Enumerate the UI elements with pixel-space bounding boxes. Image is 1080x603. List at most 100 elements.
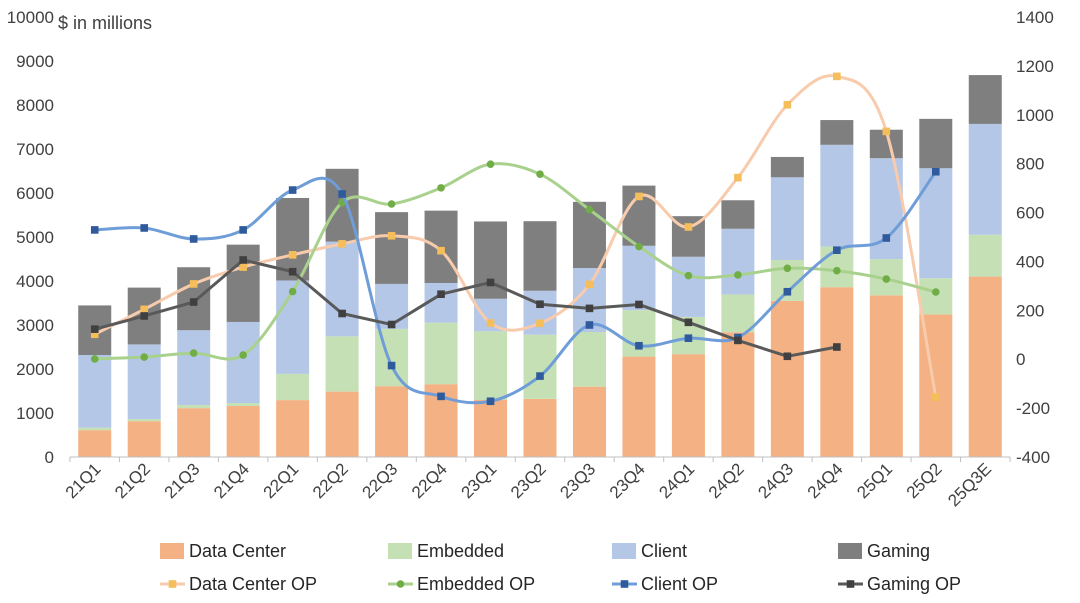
bar-client-22q1 xyxy=(276,280,310,374)
unit-label: $ in millions xyxy=(58,13,152,33)
marker-data-center-op-23q4 xyxy=(635,192,643,201)
bar-embedded-22q2 xyxy=(325,336,359,392)
bar-data-center-24q2 xyxy=(721,332,755,457)
bar-data-center-23q1 xyxy=(474,400,508,457)
legend-marker-embedded-op xyxy=(396,580,405,588)
marker-gaming-op-22q1 xyxy=(288,267,297,276)
y-left-tick-label: 6000 xyxy=(16,184,54,203)
bar-client-25q3e xyxy=(968,123,1002,235)
bar-client-21q1 xyxy=(78,355,112,428)
marker-embedded-op-23q4 xyxy=(635,242,643,251)
legend-label-gaming: Gaming xyxy=(867,541,930,561)
bar-client-24q3 xyxy=(770,177,804,261)
marker-client-op-22q4 xyxy=(437,392,445,401)
y-left-tick-label: 8000 xyxy=(16,96,54,115)
bar-gaming-24q2 xyxy=(721,200,755,229)
marker-client-op-25q2 xyxy=(931,167,940,176)
legend-label-data-center-op: Data Center OP xyxy=(189,574,317,594)
marker-data-center-op-24q2 xyxy=(734,173,742,182)
marker-data-center-op-22q4 xyxy=(437,246,445,255)
bar-client-22q2 xyxy=(325,241,359,337)
marker-embedded-op-21q2 xyxy=(140,353,149,361)
marker-embedded-op-24q2 xyxy=(734,271,742,279)
marker-embedded-op-23q2 xyxy=(536,170,544,178)
x-tick-label-21q4: 21Q4 xyxy=(210,459,253,502)
bar-data-center-21q3 xyxy=(177,408,211,457)
bar-embedded-25q3e xyxy=(968,234,1002,277)
marker-gaming-op-24q2 xyxy=(734,336,742,345)
x-tick-label-22q3: 22Q3 xyxy=(359,459,402,502)
x-tick-label-24q3: 24Q3 xyxy=(754,459,797,502)
bar-client-22q4 xyxy=(424,282,458,323)
y-left-tick-label: 2000 xyxy=(16,360,54,379)
line-gaming-op xyxy=(94,258,838,358)
marker-client-op-23q2 xyxy=(536,372,544,380)
bar-embedded-25q2 xyxy=(919,278,953,315)
legend-label-embedded-op: Embedded OP xyxy=(417,574,535,594)
bar-embedded-22q4 xyxy=(424,322,458,385)
marker-data-center-op-22q1 xyxy=(288,251,297,259)
bar-data-center-22q1 xyxy=(276,400,310,457)
marker-client-op-21q4 xyxy=(239,226,247,234)
legend-label-client: Client xyxy=(641,541,687,561)
y-left-tick-label: 3000 xyxy=(16,316,54,335)
y-left-tick-label: 0 xyxy=(45,448,54,467)
x-tick-label-21q2: 21Q2 xyxy=(111,459,154,502)
bar-embedded-21q1 xyxy=(78,427,112,431)
marker-client-op-24q1 xyxy=(684,334,693,342)
marker-gaming-op-24q3 xyxy=(783,352,792,361)
y-right-tick-label: 1400 xyxy=(1016,8,1054,27)
bar-data-center-25q3e xyxy=(968,276,1002,457)
x-tick-label-23q4: 23Q4 xyxy=(606,459,649,502)
y-left-tick-label: 1000 xyxy=(16,404,54,423)
x-tick-label-22q2: 22Q2 xyxy=(309,459,352,502)
marker-gaming-op-21q2 xyxy=(140,312,149,320)
legend-swatch-client xyxy=(612,543,636,559)
legend-item-data-center: Data Center xyxy=(160,541,286,561)
bar-client-25q2 xyxy=(919,168,953,279)
marker-data-center-op-24q3 xyxy=(783,100,792,109)
marker-data-center-op-21q1 xyxy=(90,330,99,339)
legend-label-embedded: Embedded xyxy=(417,541,504,561)
y-right-tick-label: 200 xyxy=(1016,301,1044,320)
bar-gaming-24q3 xyxy=(770,156,804,178)
legend-item-gaming-op: Gaming OP xyxy=(838,574,961,594)
marker-embedded-op-24q4 xyxy=(833,266,841,275)
marker-data-center-op-23q1 xyxy=(486,319,495,327)
bar-gaming-25q2 xyxy=(919,118,953,169)
bar-data-center-22q3 xyxy=(375,386,409,457)
x-tick-label-23q3: 23Q3 xyxy=(556,459,599,502)
x-tick-label-23q2: 23Q2 xyxy=(507,459,550,502)
x-tick-label-22q1: 22Q1 xyxy=(260,459,303,502)
marker-gaming-op-21q3 xyxy=(189,298,198,306)
marker-data-center-op-21q2 xyxy=(140,305,149,314)
legend-swatch-data-center xyxy=(160,543,184,559)
marker-client-op-22q2 xyxy=(338,190,346,198)
bar-gaming-23q2 xyxy=(523,221,557,291)
legend-marker-gaming-op xyxy=(846,580,855,588)
marker-embedded-op-23q1 xyxy=(486,160,495,168)
y-right-tick-label: 600 xyxy=(1016,204,1044,223)
y-right-tick-label: 1000 xyxy=(1016,106,1054,125)
y-left-tick-label: 4000 xyxy=(16,272,54,291)
x-axis-labels: 21Q1 21Q2 21Q3 21Q4 22Q1 22Q2 22Q3 22Q4 23Q1 23Q2… xyxy=(62,459,995,510)
bar-client-24q1 xyxy=(671,256,705,317)
bar-client-21q3 xyxy=(177,330,211,406)
y-right-tick-label: 0 xyxy=(1016,350,1025,369)
marker-gaming-op-22q4 xyxy=(437,290,445,298)
bar-data-center-23q3 xyxy=(572,386,606,457)
y-left-tick-label: 10000 xyxy=(7,8,54,27)
bar-embedded-21q2 xyxy=(127,418,161,422)
marker-client-op-23q1 xyxy=(486,397,495,406)
marker-data-center-op-24q1 xyxy=(684,223,693,231)
y-axis-right: -400 -200 0 200 400 600 800 1000 1200 1400 xyxy=(1016,8,1054,467)
legend-item-embedded: Embedded xyxy=(388,541,504,561)
marker-data-center-op-21q4 xyxy=(239,263,247,271)
bar-gaming-22q4 xyxy=(424,210,458,283)
x-tick-label-23q1: 23Q1 xyxy=(458,459,501,502)
y-right-tick-label: 800 xyxy=(1016,155,1044,174)
marker-embedded-op-21q3 xyxy=(189,349,198,357)
x-tick-label-25q3e: 25Q3E xyxy=(944,459,995,510)
marker-embedded-op-22q4 xyxy=(437,184,445,192)
